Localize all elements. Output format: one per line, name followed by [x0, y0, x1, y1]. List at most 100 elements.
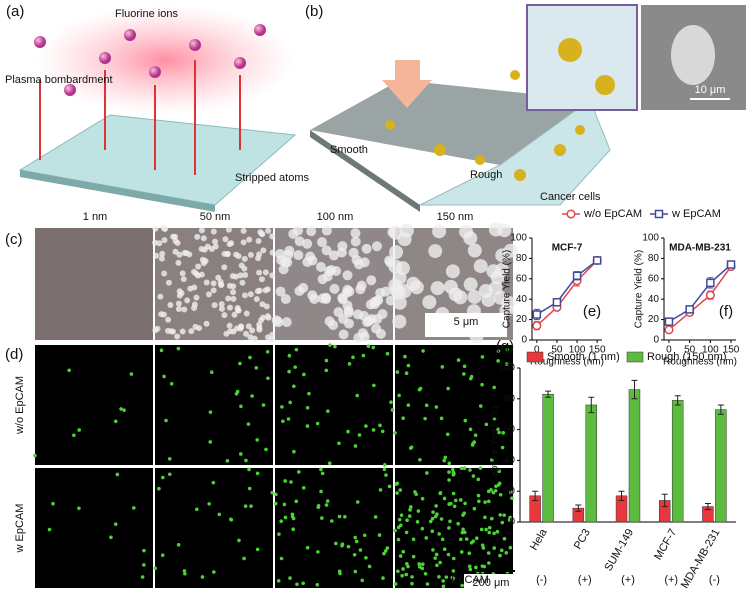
cell-dot [237, 538, 241, 543]
cell-dot [305, 545, 310, 550]
cell-dot [67, 368, 71, 373]
cell-dot [394, 482, 399, 486]
grain [241, 265, 248, 272]
cell-dot [434, 405, 439, 409]
cell-dot [489, 516, 494, 521]
cell-dot [397, 393, 401, 398]
legend-swatch [626, 351, 644, 363]
marker [706, 278, 715, 288]
grain [392, 295, 407, 310]
grain [161, 270, 168, 277]
cell-dot [492, 531, 496, 536]
cell-dot [200, 575, 205, 579]
grain [271, 315, 282, 326]
cell-dot [448, 519, 452, 524]
cell-dot [255, 547, 260, 552]
cell-dot [153, 566, 157, 571]
fluorescence-image [155, 345, 273, 465]
grain [497, 223, 512, 238]
cell-dot [496, 349, 501, 353]
panel-label: (b) [305, 3, 323, 20]
y-tick-label: 100 [510, 233, 527, 244]
cell-dot [447, 470, 451, 474]
y-tick-label: 80 [504, 393, 516, 404]
cell-dot [396, 537, 401, 542]
grain [265, 227, 272, 234]
surface-edge [20, 170, 215, 212]
grain [375, 287, 386, 298]
cell-dot [404, 572, 409, 577]
grain [180, 276, 187, 283]
grain [226, 304, 233, 311]
cell-dot [301, 486, 306, 490]
cell-dot [444, 575, 449, 579]
cell-dot [449, 501, 453, 506]
legend-label: Rough (150 nm) [647, 351, 727, 363]
grain [321, 225, 332, 236]
grain [218, 301, 225, 308]
grain [162, 226, 169, 233]
grain [328, 250, 339, 261]
cell-dot [486, 551, 491, 555]
panel-label: (a) [6, 3, 24, 20]
grain [333, 307, 344, 318]
grain [240, 227, 247, 234]
cell-dot [182, 569, 187, 573]
grain [234, 307, 241, 314]
grain [432, 224, 447, 239]
cell-dot [431, 548, 435, 552]
panel-a: (a) Fluorine ions Plasma bombardment Str… [5, 3, 309, 212]
legend-label: w EpCAM [671, 208, 721, 220]
grain [153, 252, 160, 259]
cell-dot [467, 564, 472, 569]
cell-dot [261, 403, 266, 407]
cell-dot [450, 575, 455, 580]
cell-dot [442, 547, 447, 552]
grain [158, 255, 165, 262]
grain [245, 323, 252, 330]
cell-dot [508, 545, 513, 550]
cell-dot [393, 431, 397, 435]
error-bar [575, 504, 582, 512]
marker [532, 310, 542, 319]
marker [552, 298, 562, 307]
grain [246, 236, 253, 243]
cell-dot [239, 404, 243, 409]
cell-dot [447, 478, 451, 482]
grain [233, 251, 240, 258]
grain [321, 245, 332, 256]
cell-dot [295, 582, 299, 587]
cell-dot [208, 410, 213, 414]
cell-dot [430, 516, 435, 521]
cell-dot [364, 424, 368, 428]
grain [181, 306, 188, 313]
grain [188, 328, 195, 335]
cell-dot [493, 488, 498, 493]
x-tick-label: 150 [723, 345, 740, 356]
cell-dot [460, 530, 465, 535]
error-bar [704, 503, 711, 511]
x-tick-label: PC3 [572, 527, 593, 552]
cell-dot [468, 468, 472, 472]
cell-dot [297, 470, 301, 474]
grain [357, 328, 368, 339]
y-tick-label: 60 [648, 273, 660, 284]
marker [572, 271, 582, 280]
cell-dot [439, 517, 444, 521]
cell-dot [366, 344, 371, 348]
grain [264, 334, 271, 341]
column-label: 50 nm [200, 211, 231, 223]
cell-dot [498, 513, 503, 517]
grain [495, 248, 510, 263]
grain [255, 255, 262, 262]
cell-dot [157, 486, 161, 491]
grain [258, 230, 265, 237]
grain [428, 244, 443, 259]
cell-dot [451, 491, 456, 496]
grain [264, 313, 271, 320]
cell-dot [279, 519, 283, 523]
cell-dot [140, 575, 145, 579]
grain [205, 291, 212, 298]
y-tick-label: 100 [498, 363, 515, 374]
cell-dot [484, 422, 489, 427]
